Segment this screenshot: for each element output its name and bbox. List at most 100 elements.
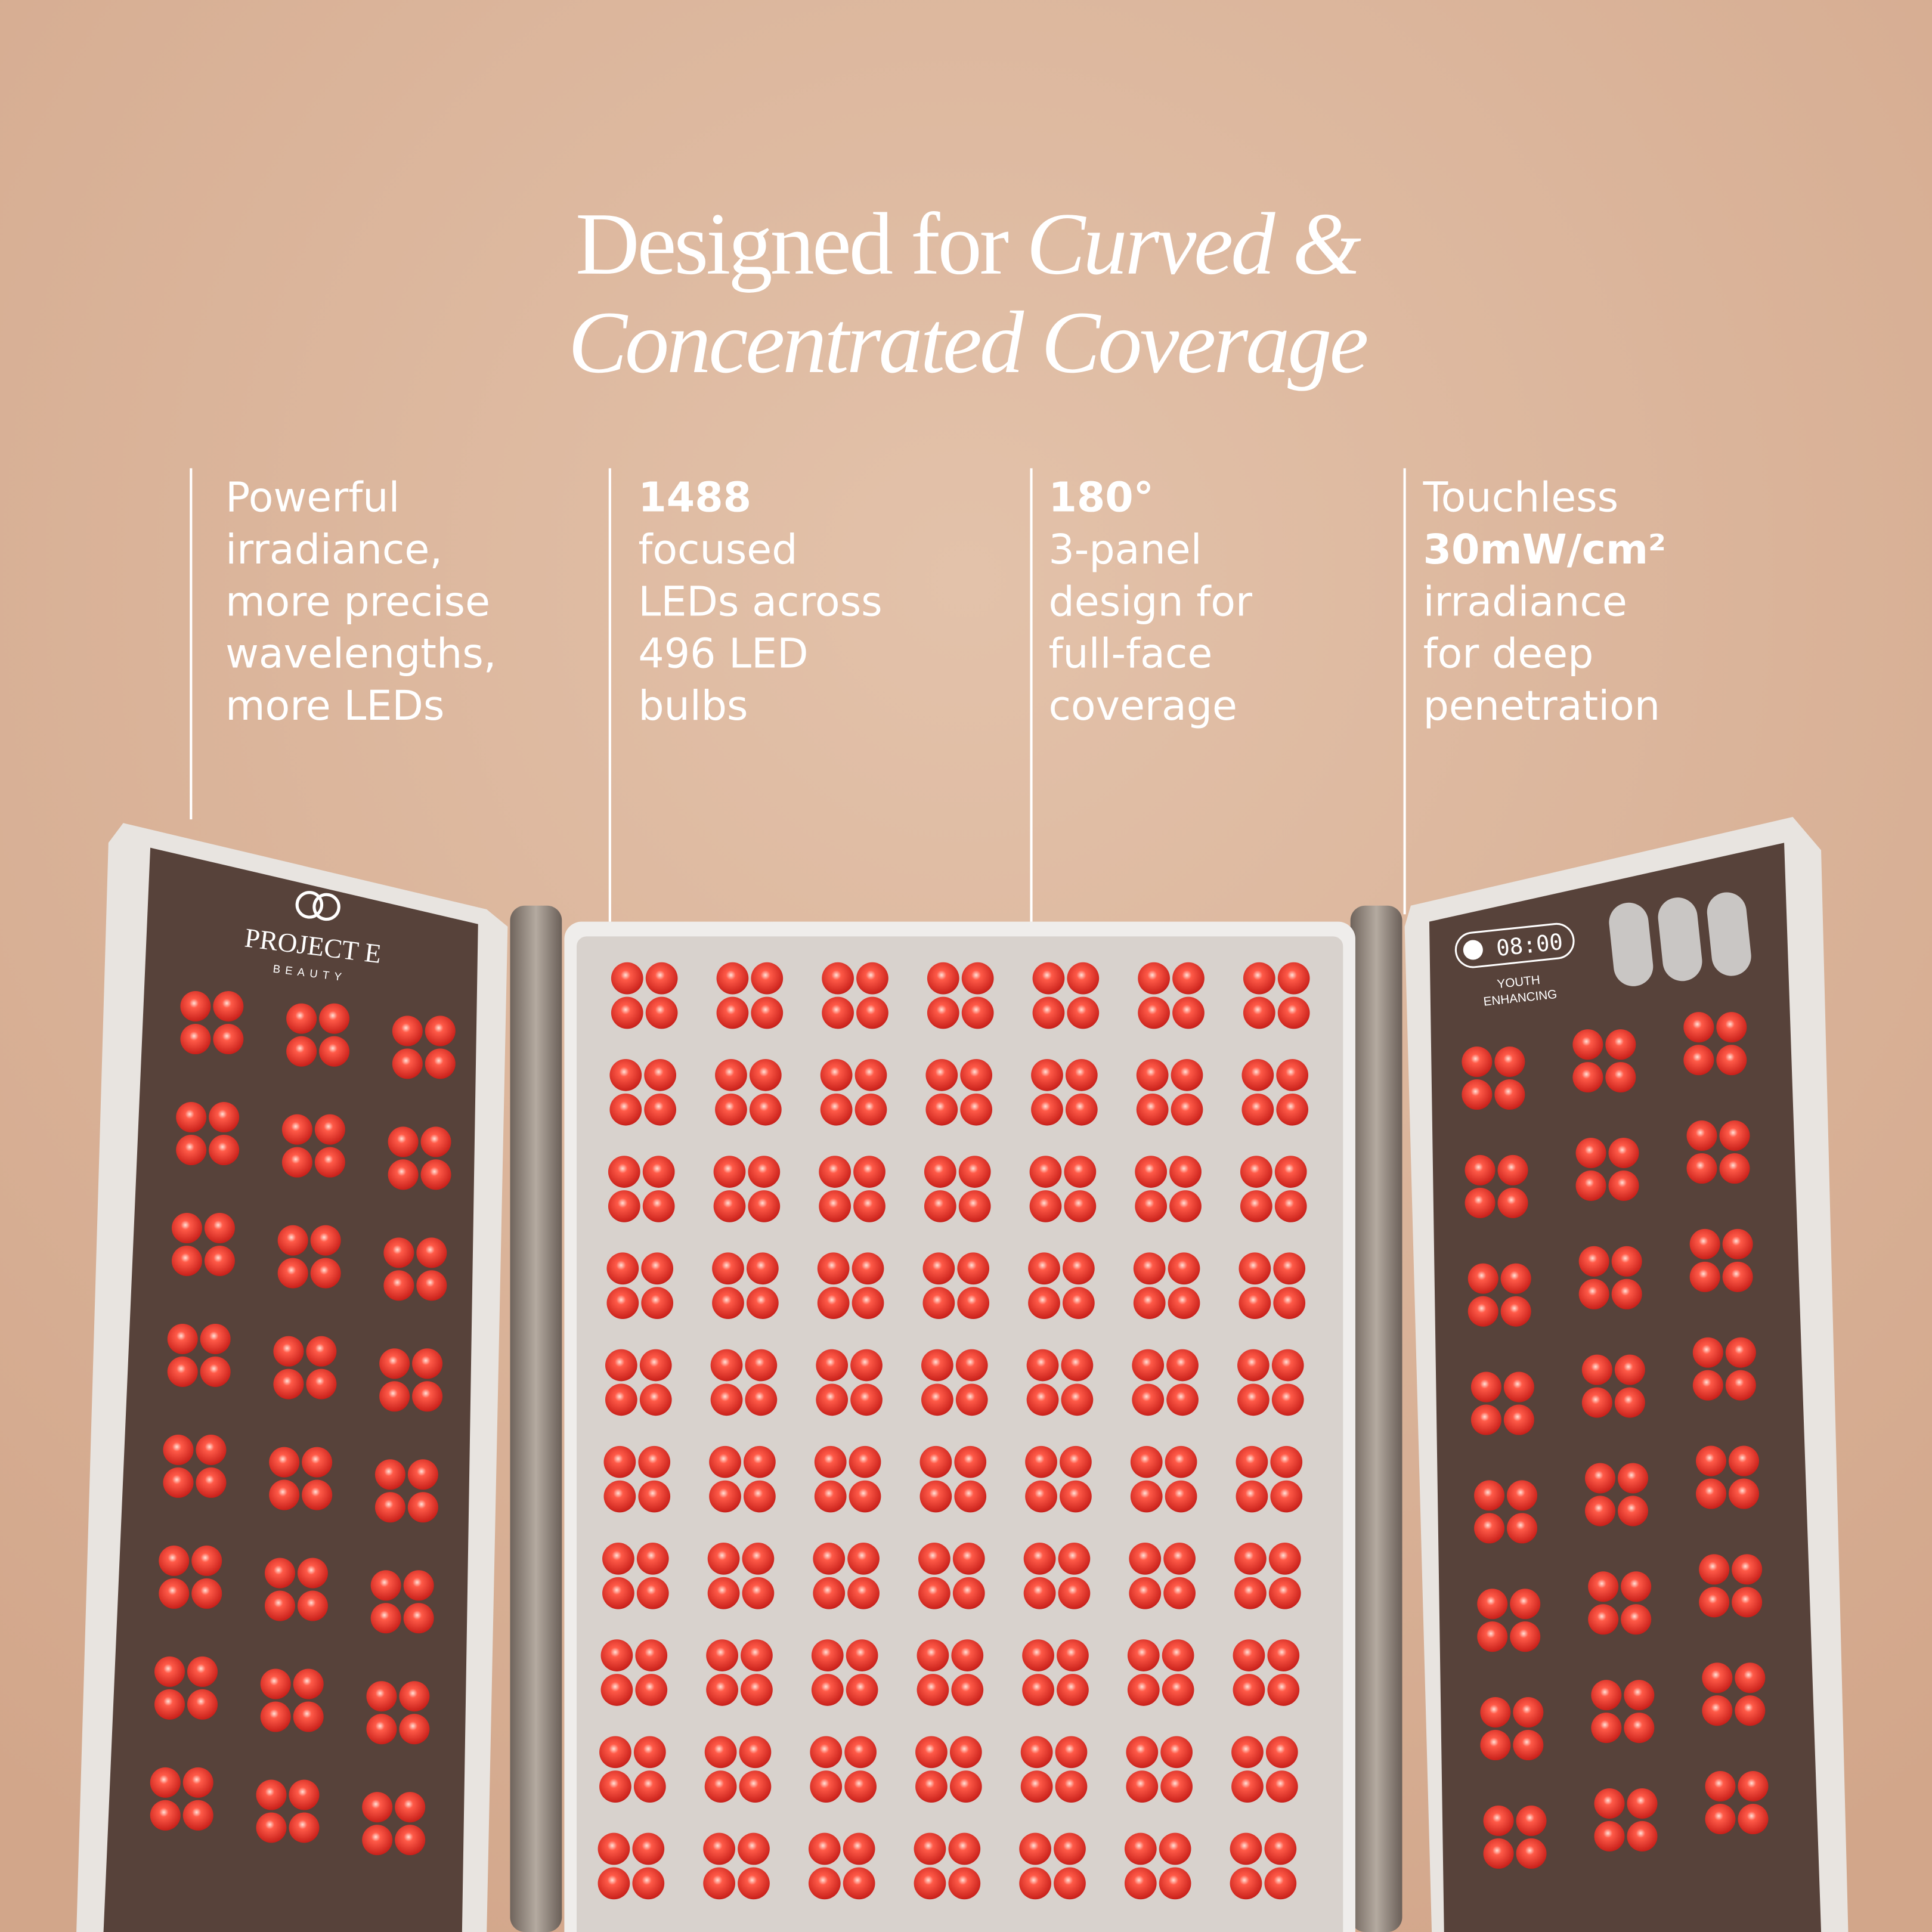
led [1465,1187,1496,1218]
led [1162,1639,1194,1671]
led [927,996,959,1029]
led [159,1545,190,1576]
led [712,1252,744,1285]
feature-text: 180° [1048,475,1153,522]
led [632,1867,665,1900]
led [1240,1156,1272,1188]
logo-ring [312,893,340,921]
led [1029,1156,1062,1188]
led [955,1383,988,1416]
led [1267,1639,1300,1671]
led [712,1287,744,1320]
led [1243,996,1275,1029]
led [302,1447,333,1478]
led [918,1543,950,1575]
button[interactable] [1607,901,1655,989]
led [209,1102,240,1133]
led [362,1792,393,1823]
led [1171,1093,1203,1126]
led [1621,1604,1652,1635]
led [1692,1370,1723,1401]
led [849,1445,881,1478]
led [704,1770,737,1803]
feature-text: more precise [225,578,490,626]
leds [150,962,1769,1900]
led [204,1212,235,1244]
led [742,1577,775,1609]
led [1231,1770,1264,1803]
feature-text: coverage [1048,683,1237,730]
feature-text: design for [1048,578,1253,626]
led [843,1832,875,1865]
led [949,1736,982,1769]
led [1627,1788,1658,1819]
led [370,1570,401,1601]
led [1594,1820,1625,1852]
features: Powerful irradiance,more precise wavelengt… [190,468,1666,922]
led [844,1736,877,1769]
led [1497,1187,1528,1218]
title-line-1: Designed for Curved & [575,195,1361,293]
led [1483,1805,1514,1836]
led [395,1825,426,1856]
led [642,1190,675,1222]
led [609,1093,642,1126]
led [150,1767,181,1798]
led [1169,1156,1202,1188]
led [814,1480,847,1513]
led [1716,1012,1747,1043]
led [1265,1770,1298,1803]
led [1060,1480,1092,1513]
led [1240,1190,1272,1222]
led [644,1093,676,1126]
led [310,1258,341,1289]
led [395,1792,426,1823]
button[interactable] [1705,890,1753,978]
feature-text: penetration [1423,683,1660,730]
led [603,1480,636,1513]
led [1057,1639,1089,1671]
led [425,1015,456,1046]
led [957,1287,990,1320]
led [843,1867,875,1900]
led [281,1114,312,1145]
led [820,1093,853,1126]
led [948,1867,981,1900]
led [1477,1589,1508,1620]
led [856,962,888,995]
feature-text: LEDs across [638,578,882,626]
led [1270,1445,1303,1478]
led [1274,1156,1307,1188]
led [951,1674,984,1706]
led [960,1059,993,1091]
led [293,1701,324,1732]
led [645,962,678,995]
led [1467,1296,1498,1327]
led [392,1048,423,1079]
led [853,1190,886,1222]
led [1732,1554,1763,1585]
led [846,1639,878,1671]
led [1614,1354,1645,1385]
led [1705,1771,1736,1802]
led [1686,1120,1717,1151]
led [260,1668,291,1699]
led [403,1570,434,1601]
led [379,1381,410,1412]
led [176,1102,207,1133]
led [1138,996,1170,1029]
led [1689,1261,1720,1292]
logo-ring [295,891,324,919]
led [814,1445,847,1478]
button[interactable] [1656,896,1704,983]
led [927,962,959,995]
led [739,1736,772,1769]
led [639,1383,672,1416]
led [1516,1838,1547,1869]
led [1058,1577,1091,1609]
led [1168,1252,1200,1285]
led [960,1093,993,1126]
led [1061,1383,1094,1416]
led [256,1812,287,1843]
led [407,1492,438,1523]
